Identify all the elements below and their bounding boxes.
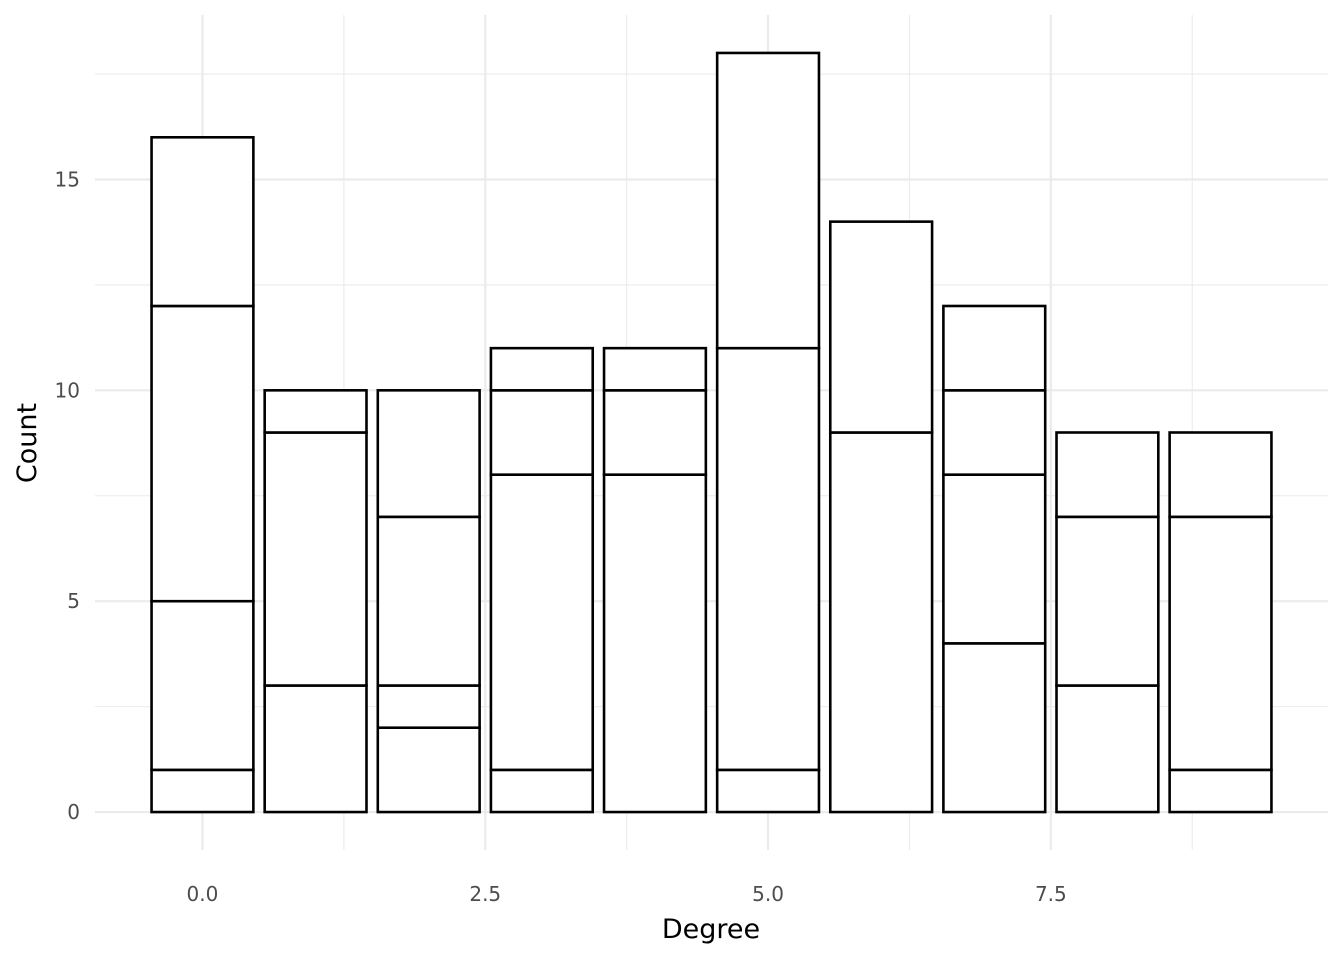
x-tick-label: 2.5: [469, 882, 501, 906]
bar-segment: [150, 135, 255, 308]
bar-segment: [828, 431, 934, 814]
bar-segment: [1168, 431, 1273, 519]
bar-segment: [828, 220, 934, 434]
x-tick-label: 0.0: [187, 882, 219, 906]
bar-segment: [489, 768, 595, 814]
bar-segment: [715, 51, 821, 350]
y-tick-label: 10: [55, 378, 80, 402]
bar-segment: [263, 684, 368, 814]
bar-segment: [1168, 768, 1273, 814]
x-axis-title: Degree: [662, 914, 760, 945]
bar-segment: [1055, 515, 1160, 687]
bar-segment: [942, 389, 1047, 476]
y-tick-label: 15: [55, 167, 80, 191]
bar-segment: [1055, 684, 1160, 814]
bar-segment: [942, 642, 1047, 814]
bar-segment: [942, 304, 1047, 392]
bar-segment: [376, 684, 481, 730]
bar-segment: [715, 346, 821, 772]
y-tick-label: 5: [67, 589, 80, 613]
bar-segment: [1168, 515, 1273, 772]
bar-segment: [602, 473, 708, 814]
bar-segment: [263, 389, 368, 434]
bar-segment: [489, 473, 595, 772]
bar-segment: [942, 473, 1047, 645]
bar-segment: [376, 389, 481, 519]
bar-segment: [376, 726, 481, 814]
bar-segment: [1055, 431, 1160, 519]
y-tick-label: 0: [67, 800, 80, 824]
y-axis-tick-labels: 0 5 10 15: [55, 167, 80, 824]
bar-segment: [150, 768, 255, 814]
bar-segments: [150, 51, 1273, 814]
bar-segment: [715, 768, 821, 814]
y-axis-title: Count: [12, 403, 43, 483]
bar-segment: [376, 515, 481, 687]
bar-segment: [489, 389, 595, 476]
bar-segment: [489, 346, 595, 392]
bar-segment: [602, 389, 708, 476]
bar-segment: [150, 599, 255, 772]
x-axis-tick-labels: 0.0 2.5 5.0 7.5: [187, 882, 1067, 906]
bar-segment: [602, 346, 708, 392]
bar-segment: [150, 304, 255, 603]
bar-segment: [263, 431, 368, 687]
x-tick-label: 5.0: [752, 882, 784, 906]
x-tick-label: 7.5: [1035, 882, 1067, 906]
